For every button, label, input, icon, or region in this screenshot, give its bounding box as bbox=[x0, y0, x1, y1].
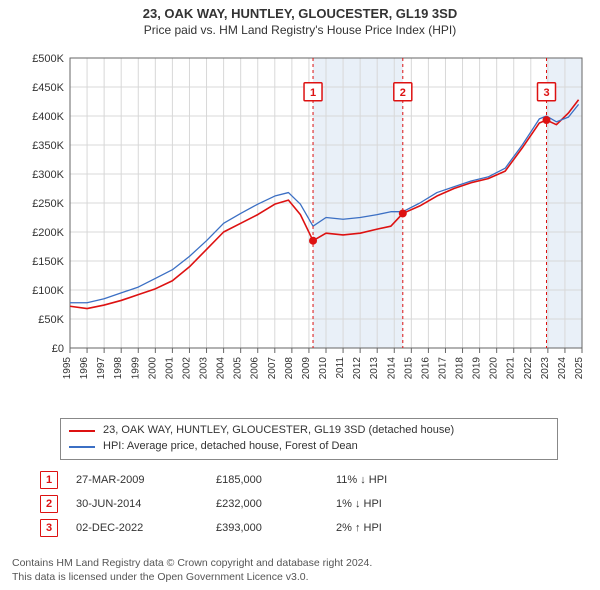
legend-row-hpi: HPI: Average price, detached house, Fore… bbox=[69, 439, 549, 455]
svg-text:£200K: £200K bbox=[32, 227, 64, 239]
event-number-box: 2 bbox=[40, 495, 58, 513]
title-subtitle: Price paid vs. HM Land Registry's House … bbox=[0, 21, 600, 37]
event-pct-vs-hpi: 2% ↑ HPI bbox=[336, 522, 456, 534]
page-root: 23, OAK WAY, HUNTLEY, GLOUCESTER, GL19 3… bbox=[0, 0, 600, 590]
svg-text:2009: 2009 bbox=[301, 357, 312, 380]
legend-swatch-property bbox=[69, 430, 95, 432]
svg-text:£250K: £250K bbox=[32, 198, 64, 210]
svg-text:2024: 2024 bbox=[557, 357, 568, 380]
event-row: 2 30-JUN-2014£232,0001% ↓ HPI bbox=[40, 492, 560, 516]
price-chart: £0 £50K £100K £150K £200K £250K £300K £350K £400… bbox=[12, 48, 588, 408]
svg-text:3: 3 bbox=[543, 87, 549, 99]
svg-text:2004: 2004 bbox=[216, 357, 227, 380]
svg-text:2007: 2007 bbox=[267, 357, 278, 380]
event-number-box: 1 bbox=[40, 471, 58, 489]
event-price: £393,000 bbox=[216, 522, 336, 534]
svg-text:2019: 2019 bbox=[472, 357, 483, 380]
svg-text:£0: £0 bbox=[52, 343, 64, 355]
svg-text:2008: 2008 bbox=[284, 357, 295, 380]
svg-text:£350K: £350K bbox=[32, 140, 64, 152]
event-date: 02-DEC-2022 bbox=[76, 522, 216, 534]
event-pct-vs-hpi: 1% ↓ HPI bbox=[336, 498, 456, 510]
svg-text:1997: 1997 bbox=[96, 357, 107, 380]
event-row: 1 27-MAR-2009£185,00011% ↓ HPI bbox=[40, 468, 560, 492]
event-price: £185,000 bbox=[216, 474, 336, 486]
svg-text:1996: 1996 bbox=[79, 357, 90, 380]
svg-text:2018: 2018 bbox=[455, 357, 466, 380]
footer-line-1: Contains HM Land Registry data © Crown c… bbox=[12, 556, 588, 570]
svg-text:2021: 2021 bbox=[506, 357, 517, 380]
svg-text:£100K: £100K bbox=[32, 285, 64, 297]
svg-text:2023: 2023 bbox=[540, 357, 551, 380]
legend-swatch-hpi bbox=[69, 446, 95, 448]
svg-text:£150K: £150K bbox=[32, 256, 64, 268]
svg-text:£450K: £450K bbox=[32, 82, 64, 94]
svg-text:2016: 2016 bbox=[420, 357, 431, 380]
svg-text:2011: 2011 bbox=[335, 357, 346, 379]
svg-text:2: 2 bbox=[400, 87, 406, 99]
svg-text:2010: 2010 bbox=[318, 357, 329, 380]
title-address: 23, OAK WAY, HUNTLEY, GLOUCESTER, GL19 3… bbox=[0, 0, 600, 21]
event-number-box: 3 bbox=[40, 519, 58, 537]
chart-legend: 23, OAK WAY, HUNTLEY, GLOUCESTER, GL19 3… bbox=[60, 418, 558, 460]
svg-text:2022: 2022 bbox=[523, 357, 534, 380]
event-date: 27-MAR-2009 bbox=[76, 474, 216, 486]
svg-text:£400K: £400K bbox=[32, 111, 64, 123]
legend-row-property: 23, OAK WAY, HUNTLEY, GLOUCESTER, GL19 3… bbox=[69, 423, 549, 439]
svg-text:2006: 2006 bbox=[250, 357, 261, 380]
svg-text:1998: 1998 bbox=[113, 357, 124, 380]
event-date: 30-JUN-2014 bbox=[76, 498, 216, 510]
event-pct-vs-hpi: 11% ↓ HPI bbox=[336, 474, 456, 486]
svg-text:2025: 2025 bbox=[574, 357, 585, 380]
svg-text:2014: 2014 bbox=[386, 357, 397, 380]
svg-text:2002: 2002 bbox=[181, 357, 192, 380]
footer-line-2: This data is licensed under the Open Gov… bbox=[12, 570, 588, 584]
svg-text:2012: 2012 bbox=[352, 357, 363, 380]
svg-text:1999: 1999 bbox=[130, 357, 141, 380]
svg-text:£300K: £300K bbox=[32, 169, 64, 181]
event-row: 3 02-DEC-2022£393,0002% ↑ HPI bbox=[40, 516, 560, 540]
event-price: £232,000 bbox=[216, 498, 336, 510]
svg-text:2000: 2000 bbox=[147, 357, 158, 380]
legend-label-hpi: HPI: Average price, detached house, Fore… bbox=[103, 439, 358, 455]
events-table: 1 27-MAR-2009£185,00011% ↓ HPI 2 30-JUN-201… bbox=[40, 468, 560, 540]
svg-text:1: 1 bbox=[310, 87, 316, 99]
attribution-footer: Contains HM Land Registry data © Crown c… bbox=[12, 556, 588, 584]
svg-text:1995: 1995 bbox=[62, 357, 73, 380]
legend-label-property: 23, OAK WAY, HUNTLEY, GLOUCESTER, GL19 3… bbox=[103, 423, 454, 439]
svg-text:£500K: £500K bbox=[32, 53, 64, 65]
svg-text:2015: 2015 bbox=[403, 357, 414, 380]
svg-text:2017: 2017 bbox=[437, 357, 448, 380]
svg-text:2003: 2003 bbox=[199, 357, 210, 380]
svg-text:£50K: £50K bbox=[38, 314, 64, 326]
svg-text:2005: 2005 bbox=[233, 357, 244, 380]
svg-text:2013: 2013 bbox=[369, 357, 380, 380]
svg-text:2020: 2020 bbox=[489, 357, 500, 380]
svg-text:2001: 2001 bbox=[164, 357, 175, 380]
